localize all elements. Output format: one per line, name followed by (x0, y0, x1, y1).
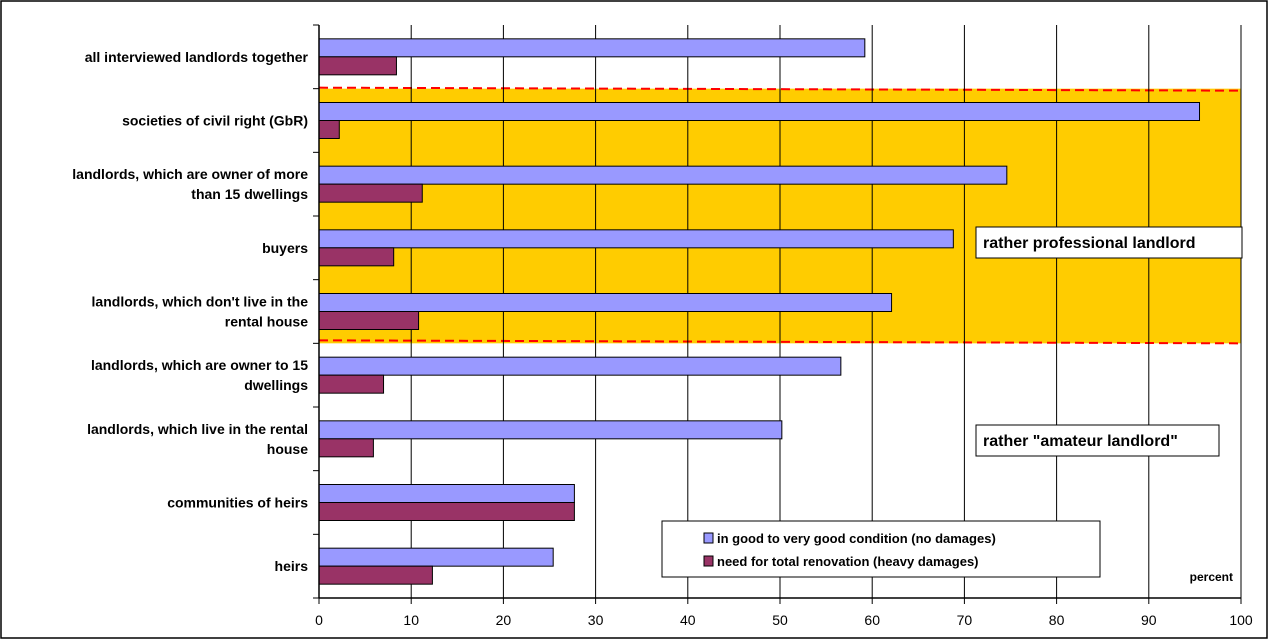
bar (318, 247, 395, 267)
legend-box (661, 520, 1101, 578)
bar (318, 229, 954, 249)
x-tick-label: 60 (864, 612, 880, 628)
x-tick-label: 70 (957, 612, 973, 628)
annotation-box (975, 424, 1220, 457)
category-label-line: communities of heirs (167, 495, 308, 511)
bar (318, 183, 423, 203)
category-label: societies of civil right (GbR) (122, 113, 308, 129)
bar (318, 438, 374, 458)
bar (318, 56, 397, 76)
bar (318, 565, 433, 585)
category-label-line: heirs (275, 558, 309, 574)
bar (318, 165, 1008, 185)
category-label-line: dwellings (244, 377, 308, 393)
x-tick-label: 50 (772, 612, 788, 628)
bar (318, 120, 340, 139)
x-tick-label: 20 (496, 612, 512, 628)
bar (318, 38, 866, 58)
x-tick-label: 10 (403, 612, 419, 628)
category-label: buyers (262, 240, 308, 256)
category-label-line: landlords, which don't live in the (92, 294, 309, 310)
category-label-line: rental house (225, 314, 308, 330)
x-tick-label: 30 (588, 612, 604, 628)
bar (318, 547, 554, 567)
annotation-text: rather "amateur landlord" (983, 433, 1178, 450)
bar (318, 502, 575, 521)
category-label-line: than 15 dwellings (191, 186, 308, 202)
legend-label: in good to very good condition (no damag… (717, 531, 996, 546)
category-label: heirs (275, 558, 309, 574)
x-tick-label: 100 (1229, 612, 1253, 628)
category-label-line: buyers (262, 240, 308, 256)
bar (318, 102, 1201, 121)
category-label-line: all interviewed landlords together (85, 49, 309, 65)
category-label-line: societies of civil right (GbR) (122, 113, 308, 129)
category-label: communities of heirs (167, 495, 308, 511)
category-label: landlords, which are owner of more than 1… (72, 166, 308, 202)
bar (318, 293, 893, 312)
legend-swatch (703, 555, 714, 567)
category-label-line: landlords, which are owner to 15 (91, 357, 308, 373)
bar (318, 420, 783, 440)
x-axis-unit-label: percent (1190, 570, 1233, 584)
category-label-line: landlords, which are owner of more (72, 166, 308, 182)
bar (318, 484, 575, 503)
category-label: landlords, which don't live in the rental… (92, 294, 309, 330)
legend-label: need for total renovation (heavy damages… (717, 554, 979, 569)
category-label: landlords, which are owner to 15 dwelling… (91, 357, 308, 393)
legend-swatch (703, 532, 714, 544)
category-label: all interviewed landlords together (85, 49, 309, 65)
x-tick-label: 0 (315, 612, 323, 628)
category-label: landlords, which live in the rental house (87, 421, 308, 457)
bar (318, 311, 420, 330)
annotation-box (975, 226, 1243, 259)
x-tick-label: 90 (1141, 612, 1157, 628)
bar (318, 374, 385, 394)
annotation-text: rather professional landlord (983, 235, 1195, 252)
category-label-line: house (267, 441, 308, 457)
x-tick-label: 40 (680, 612, 696, 628)
x-tick-label: 80 (1049, 612, 1065, 628)
category-label-line: landlords, which live in the rental (87, 421, 308, 437)
bar (318, 356, 842, 376)
